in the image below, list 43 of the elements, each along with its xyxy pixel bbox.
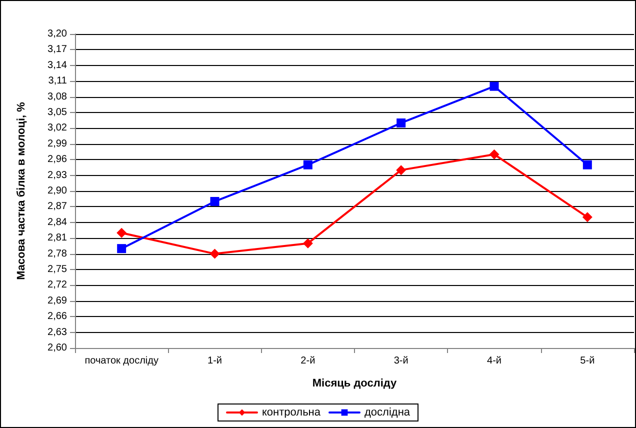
y-tick-label: 2,84 — [48, 216, 68, 228]
y-tick-label: 3,20 — [48, 28, 68, 40]
point — [303, 160, 312, 170]
y-tick-label: 2,90 — [48, 186, 68, 196]
y-tick-label: 2,72 — [48, 280, 68, 291]
point — [490, 82, 499, 91]
point — [396, 165, 406, 176]
x-tick-label: 2-й — [300, 356, 316, 366]
y-tick-label: 2,81 — [48, 232, 68, 244]
y-tick-label: 3,02 — [48, 122, 68, 134]
point — [396, 118, 406, 128]
y-axis-title: Масова частка білка в молоці, % — [16, 102, 28, 280]
y-tick-label: 2,75 — [48, 264, 68, 275]
legend-label: контрольна — [262, 406, 322, 418]
x-tick-label: 5-й — [580, 356, 595, 366]
point — [582, 160, 592, 170]
y-tick-label: 2,99 — [48, 138, 68, 150]
y-tick-label: 3,05 — [48, 107, 68, 118]
point — [210, 196, 220, 206]
point — [489, 149, 500, 160]
y-tick-label: 3,14 — [48, 60, 68, 71]
x-tick-label: 4-й — [487, 356, 502, 366]
y-tick-label: 2,93 — [48, 170, 68, 181]
x-axis-title: Місяць досліду — [312, 378, 398, 390]
y-tick-label: 2,96 — [48, 154, 68, 166]
y-tick-label: 3,11 — [48, 76, 68, 87]
y-tick-label: 3,17 — [48, 44, 68, 56]
point — [210, 248, 220, 259]
point — [117, 244, 126, 254]
x-tick-label: 1-й — [208, 356, 222, 366]
y-tick-label: 2,63 — [48, 326, 68, 338]
point — [582, 212, 592, 222]
y-tick-label: 2,78 — [48, 248, 68, 260]
y-tick-label: 2,66 — [48, 311, 68, 322]
point — [302, 238, 313, 248]
y-tick-label: 2,69 — [48, 295, 68, 306]
point — [116, 228, 127, 238]
x-tick-label: 3-й — [394, 356, 408, 366]
legend-label: дослідна — [364, 406, 411, 418]
y-tick-label: 3,08 — [48, 91, 68, 102]
y-tick-label: 2,60 — [48, 342, 68, 354]
x-tick-label: початок досліду — [84, 356, 158, 366]
y-tick-label: 2,87 — [48, 201, 68, 212]
